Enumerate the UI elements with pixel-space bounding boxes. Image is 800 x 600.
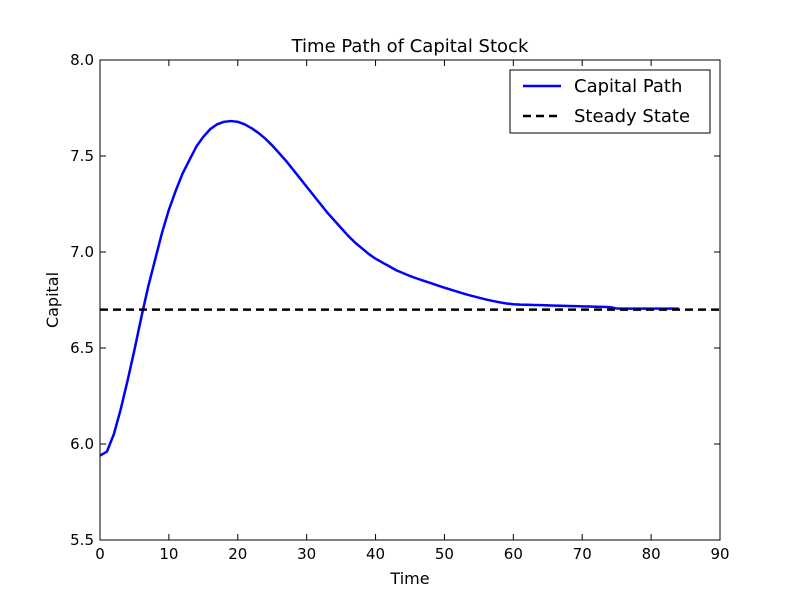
y-tick-label: 7.5 xyxy=(70,147,94,165)
legend-frame xyxy=(509,69,711,134)
x-tick-label: 0 xyxy=(95,545,105,563)
x-tick-label: 20 xyxy=(228,545,247,563)
x-tick-label: 40 xyxy=(366,545,385,563)
x-axis-title: Time xyxy=(389,569,429,588)
y-tick-label: 5.5 xyxy=(70,531,94,549)
x-tick-label: 60 xyxy=(504,545,523,563)
legend: Capital Path Steady State xyxy=(509,69,711,134)
y-tick-label: 8.0 xyxy=(70,51,94,69)
y-tick-label: 7.0 xyxy=(70,243,94,261)
legend-label-steady-state: Steady State xyxy=(574,106,690,127)
x-tick-label: 70 xyxy=(573,545,592,563)
plot-frame xyxy=(99,59,721,541)
y-axis-title: Capital xyxy=(43,272,62,328)
x-tick-label: 30 xyxy=(297,545,316,563)
x-tick-label: 10 xyxy=(159,545,178,563)
x-tick-label: 80 xyxy=(642,545,661,563)
series-layer xyxy=(100,119,720,457)
tick-layer: 0 10 20 30 40 50 60 70 80 90 5.5 6.0 6.5 7.0 7.5 8.0 xyxy=(70,51,729,563)
chart-title: Time Path of Capital Stock xyxy=(291,36,529,57)
y-tick-label: 6.5 xyxy=(70,339,94,357)
x-tick-label: 50 xyxy=(435,545,454,563)
y-tick-label: 6.0 xyxy=(70,435,94,453)
x-tick-label: 90 xyxy=(710,545,729,563)
legend-label-capital-path: Capital Path xyxy=(574,76,682,97)
series-line-capital-path xyxy=(100,119,679,457)
